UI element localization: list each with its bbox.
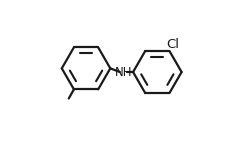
Text: Cl: Cl bbox=[167, 38, 180, 51]
Text: NH: NH bbox=[115, 66, 132, 78]
